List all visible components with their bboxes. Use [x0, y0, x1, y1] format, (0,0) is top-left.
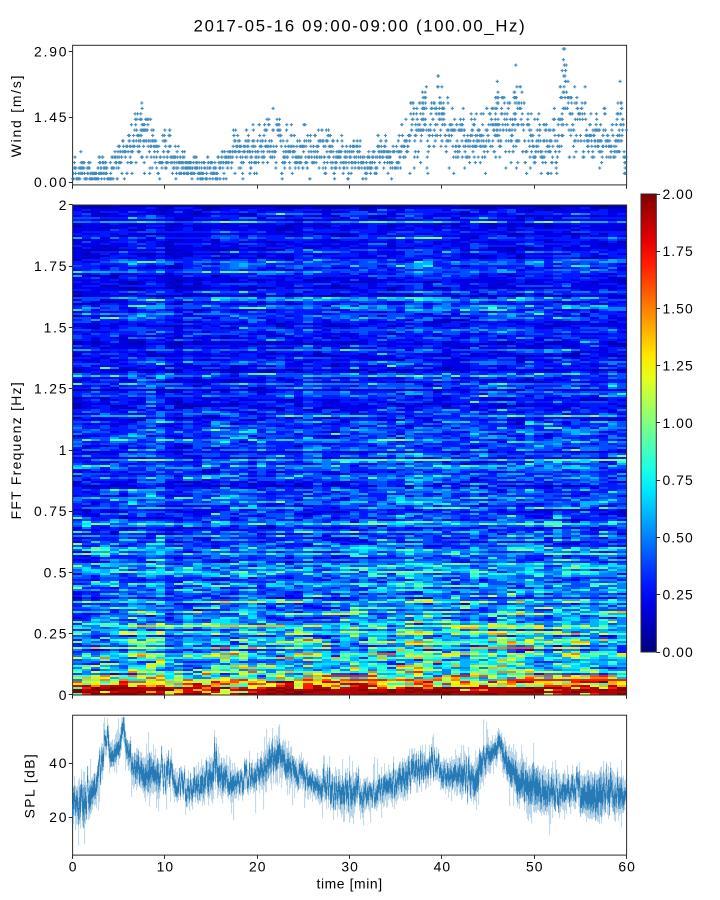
svg-text:0.5: 0.5	[44, 564, 69, 580]
svg-text:0: 0	[59, 687, 69, 703]
svg-text:1.45: 1.45	[34, 109, 68, 125]
svg-text:2017-05-16 09:00-09:00 (100.00: 2017-05-16 09:00-09:00 (100.00_Hz)	[194, 16, 527, 35]
svg-text:0: 0	[69, 859, 77, 875]
svg-text:0.00: 0.00	[34, 174, 68, 190]
svg-text:2.90: 2.90	[34, 43, 68, 59]
svg-text:FFT Frequenz [Hz]: FFT Frequenz [Hz]	[8, 381, 24, 519]
svg-text:SPL [dB]: SPL [dB]	[21, 753, 37, 819]
svg-text:1.5: 1.5	[44, 319, 69, 335]
svg-text:0.25: 0.25	[663, 587, 694, 603]
svg-text:0.25: 0.25	[34, 626, 68, 642]
svg-text:40: 40	[434, 859, 452, 875]
svg-text:time [min]: time [min]	[316, 876, 382, 892]
svg-text:10: 10	[157, 859, 175, 875]
svg-text:1.25: 1.25	[34, 381, 68, 397]
svg-text:20: 20	[249, 859, 267, 875]
svg-text:0.75: 0.75	[663, 472, 694, 488]
svg-text:2.00: 2.00	[663, 186, 694, 202]
svg-text:0.50: 0.50	[663, 529, 694, 545]
svg-text:0.00: 0.00	[663, 644, 694, 660]
svg-text:1.75: 1.75	[663, 243, 694, 259]
svg-text:50: 50	[526, 859, 544, 875]
svg-text:1.75: 1.75	[34, 258, 68, 274]
svg-text:0.75: 0.75	[34, 503, 68, 519]
svg-text:Wind [m/s]: Wind [m/s]	[8, 74, 24, 158]
svg-text:2: 2	[59, 197, 69, 213]
svg-text:1.25: 1.25	[663, 358, 694, 374]
svg-text:30: 30	[341, 859, 359, 875]
svg-text:1.50: 1.50	[663, 300, 694, 316]
svg-text:40: 40	[49, 755, 68, 771]
svg-text:1.00: 1.00	[663, 415, 694, 431]
svg-text:60: 60	[618, 859, 636, 875]
svg-text:20: 20	[49, 809, 68, 825]
svg-text:1: 1	[59, 442, 69, 458]
